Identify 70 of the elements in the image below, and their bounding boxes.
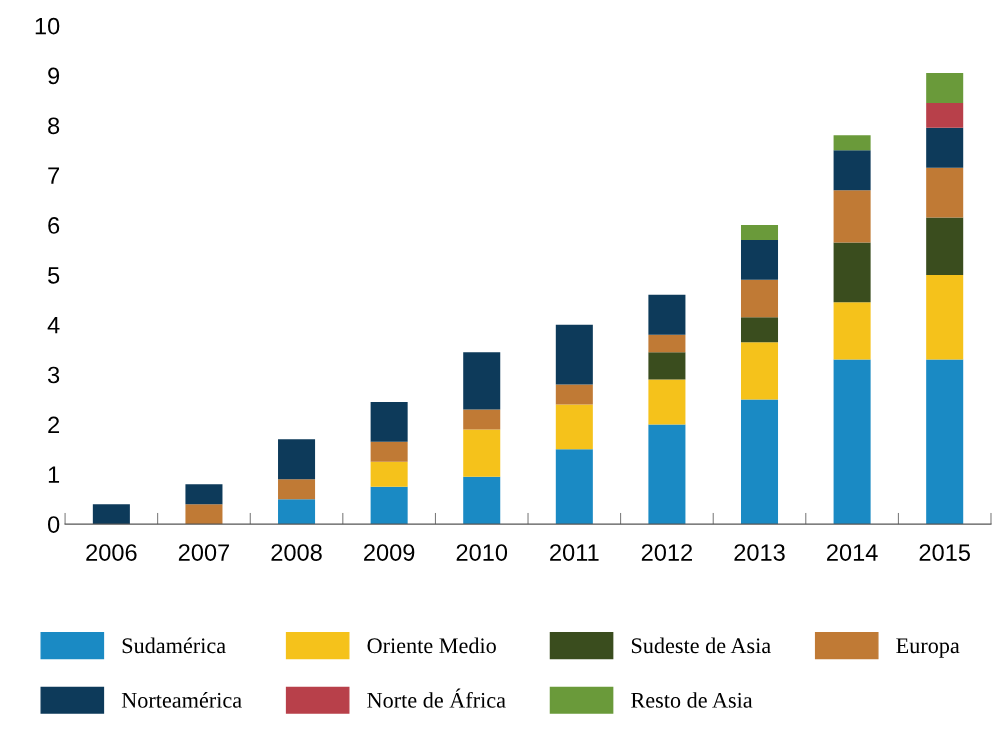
bar [278,499,316,525]
bar [463,476,501,525]
x-tick-label: 2007 [178,544,230,561]
x-tick-label: 2012 [641,544,692,561]
bar [370,461,408,487]
bar [833,359,871,525]
bar [926,217,964,275]
bar [648,352,686,380]
bar [648,334,686,353]
bar [370,441,408,462]
x-tick-label: 2010 [456,544,508,561]
bar [185,504,223,525]
bar [648,424,686,525]
bar [740,279,779,318]
x-tick-label: 2006 [86,544,137,561]
bar [833,242,871,303]
bar [740,342,779,400]
bar [463,429,501,477]
bar [92,504,130,525]
bar [833,302,871,360]
x-tick-label: 2008 [271,544,322,561]
bar [926,359,964,525]
bar [370,401,408,442]
y-tick-label: 3 [47,366,60,384]
bar [926,102,964,128]
y-tick-label: 2 [48,416,60,433]
bar [370,486,408,525]
legend-label: Norte de África [367,688,506,708]
bar [555,449,593,525]
legend-label: Sudeste de Asia [631,637,771,654]
y-tick-label: 9 [48,67,60,85]
bar [555,404,593,450]
bar [740,399,779,525]
y-tick-label: 4 [47,317,60,334]
bar [740,225,779,240]
y-tick-label: 8 [48,117,60,135]
bar [926,127,964,168]
x-tick-label: 2011 [550,544,599,561]
legend-label: Europa [896,638,960,658]
legend-label: Resto de Asia [631,692,753,708]
x-tick-label: 2009 [364,544,415,561]
x-tick-label: 2014 [827,544,878,561]
y-tick-label: 10 [35,17,60,35]
bar [463,409,501,430]
y-tick-label: 5 [48,267,60,284]
x-tick-label: 2015 [919,544,970,561]
legend-label: Norteamérica [121,692,242,708]
bar [463,352,501,410]
x-tick-label: 2013 [734,544,785,561]
y-tick-label: 1 [48,466,60,483]
bar [926,73,964,103]
bar [833,190,871,243]
bar [278,479,316,500]
bar [648,294,686,335]
bar [926,274,964,360]
bar [648,379,686,425]
bar [555,384,593,405]
bar [278,439,316,480]
y-tick-label: 7 [48,167,60,184]
bar [926,167,964,218]
bar [555,324,593,385]
y-tick-label: 0 [48,516,60,533]
bar [740,239,779,280]
legend-label: Sudamérica [122,637,226,654]
bar [185,484,223,505]
legend-label: Oriente Medio [367,637,496,654]
bar [833,150,871,191]
y-tick-label: 6 [48,217,60,234]
bar [740,317,779,343]
bar [833,135,871,151]
